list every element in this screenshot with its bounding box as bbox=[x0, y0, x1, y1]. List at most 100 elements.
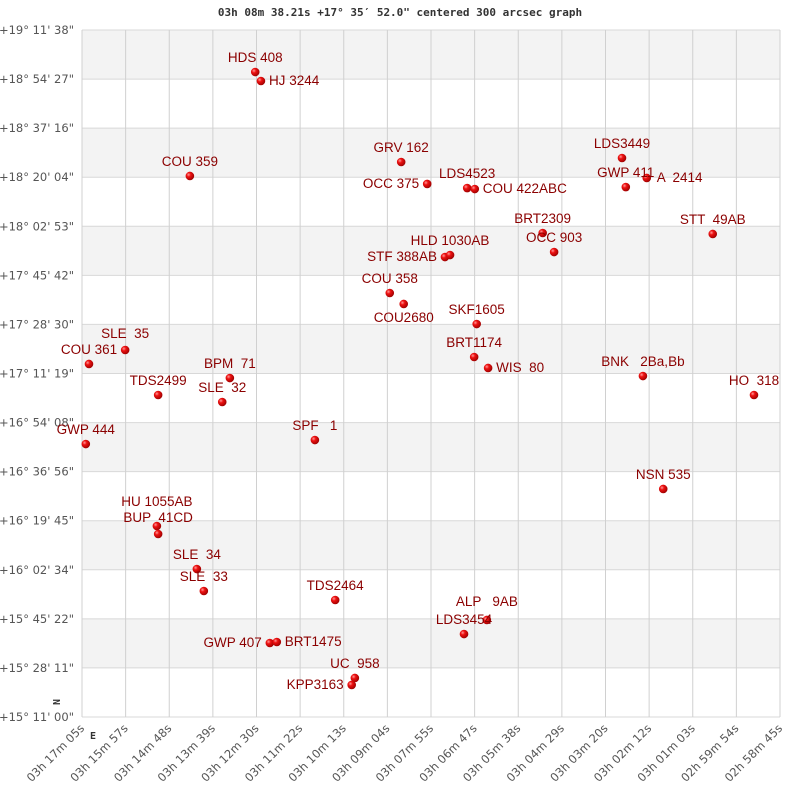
star-label: HO 318 bbox=[729, 373, 779, 388]
star-point[interactable] bbox=[385, 288, 395, 298]
star-point[interactable] bbox=[152, 521, 162, 531]
star-label: SLE 34 bbox=[173, 547, 222, 562]
y-tick-label: +15° 11' 00" bbox=[0, 710, 74, 724]
star-label: SLE 35 bbox=[101, 326, 149, 341]
star-label: BUP 41CD bbox=[123, 510, 193, 525]
y-tick-label: +19° 11' 38" bbox=[0, 23, 74, 37]
star-label: SLE 32 bbox=[198, 380, 246, 395]
y-tick-label: +16° 02' 34" bbox=[0, 563, 74, 577]
star-label: BRT2309 bbox=[514, 211, 571, 226]
star-point[interactable] bbox=[153, 390, 163, 400]
star-point[interactable] bbox=[250, 67, 260, 77]
y-tick-label: +16° 54' 08" bbox=[0, 416, 74, 430]
star-point[interactable] bbox=[638, 371, 648, 381]
star-point[interactable] bbox=[470, 184, 480, 194]
star-label: GWP 444 bbox=[57, 422, 116, 437]
star-label: SPF 1 bbox=[292, 418, 337, 433]
star-label: HJ 3244 bbox=[269, 73, 320, 88]
star-point[interactable] bbox=[256, 76, 266, 86]
star-point[interactable] bbox=[549, 247, 559, 257]
star-label: OCC 903 bbox=[526, 230, 582, 245]
star-point[interactable] bbox=[708, 229, 718, 239]
star-label: COU 422ABC bbox=[483, 181, 567, 196]
star-label: COU 358 bbox=[362, 271, 418, 286]
star-label: GWP 411 bbox=[597, 165, 654, 180]
star-point[interactable] bbox=[185, 171, 195, 181]
star-label: COU 361 bbox=[61, 342, 117, 357]
star-point[interactable] bbox=[153, 529, 163, 539]
star-point[interactable] bbox=[749, 390, 759, 400]
star-label: TDS2499 bbox=[130, 373, 187, 388]
y-tick-label: +18° 02' 53" bbox=[0, 219, 74, 233]
star-point[interactable] bbox=[84, 359, 94, 369]
y-tick-label: +17° 45' 42" bbox=[0, 268, 74, 282]
y-tick-label: +18° 37' 16" bbox=[0, 121, 74, 135]
star-label: GWP 407 bbox=[204, 635, 262, 650]
star-label: COU2680 bbox=[374, 310, 434, 325]
star-point[interactable] bbox=[482, 615, 492, 625]
y-tick-label: +18° 54' 27" bbox=[0, 72, 74, 86]
star-point[interactable] bbox=[347, 680, 356, 690]
star-point[interactable] bbox=[81, 439, 91, 449]
star-label: STT 49AB bbox=[680, 212, 746, 227]
star-point[interactable] bbox=[120, 345, 130, 355]
y-tick-label: +16° 36' 56" bbox=[0, 465, 74, 479]
star-point[interactable] bbox=[462, 183, 472, 193]
star-label: BNK 2Ba,Bb bbox=[601, 354, 684, 369]
star-label: SLE 33 bbox=[180, 569, 228, 584]
y-tick-label: +15° 28' 11" bbox=[0, 661, 74, 675]
star-point[interactable] bbox=[225, 373, 235, 383]
star-label: LDS3449 bbox=[594, 136, 650, 151]
star-label: A 2414 bbox=[657, 170, 703, 185]
star-point[interactable] bbox=[350, 673, 360, 683]
star-label: NSN 535 bbox=[636, 467, 691, 482]
y-tick-label: +17° 28' 30" bbox=[0, 317, 74, 331]
star-point[interactable] bbox=[396, 157, 406, 167]
y-tick-label: +15° 45' 22" bbox=[0, 612, 74, 626]
star-point[interactable] bbox=[422, 179, 432, 189]
star-label: LDS4523 bbox=[439, 166, 495, 181]
star-point[interactable] bbox=[192, 564, 202, 574]
star-point[interactable] bbox=[217, 397, 227, 407]
star-point[interactable] bbox=[642, 173, 652, 183]
star-point[interactable] bbox=[658, 484, 668, 494]
star-point[interactable] bbox=[621, 182, 631, 192]
star-point[interactable] bbox=[399, 299, 409, 309]
star-label: OCC 375 bbox=[363, 176, 419, 191]
star-point[interactable] bbox=[330, 595, 340, 605]
star-label: ALP 9AB bbox=[456, 594, 518, 609]
star-label: WIS 80 bbox=[496, 360, 544, 375]
y-tick-label: +16° 19' 45" bbox=[0, 514, 74, 528]
star-label: KPP3163 bbox=[287, 677, 344, 692]
star-point[interactable] bbox=[617, 153, 627, 163]
star-point[interactable] bbox=[472, 319, 481, 329]
north-marker: N bbox=[52, 699, 63, 705]
y-tick-label: +17° 11' 19" bbox=[0, 367, 74, 381]
star-label: BPM 71 bbox=[204, 356, 256, 371]
star-label: TDS2464 bbox=[307, 578, 365, 593]
star-label: LDS3454 bbox=[436, 612, 493, 627]
star-label: STF 388AB bbox=[367, 249, 437, 264]
chart-title: 03h 08m 38.21s +17° 35′ 52.0" centered 3… bbox=[217, 6, 583, 19]
star-label: UC 958 bbox=[330, 656, 380, 671]
y-tick-label: +18° 20' 04" bbox=[0, 170, 74, 184]
star-label: HDS 408 bbox=[228, 50, 283, 65]
star-point[interactable] bbox=[459, 629, 469, 639]
star-label: HU 1055AB bbox=[121, 494, 192, 509]
star-label: BRT1475 bbox=[285, 634, 342, 649]
star-point[interactable] bbox=[272, 637, 282, 647]
star-point[interactable] bbox=[483, 363, 493, 373]
star-label: SKF1605 bbox=[449, 302, 505, 317]
east-marker: E bbox=[90, 731, 96, 742]
star-point[interactable] bbox=[445, 250, 455, 260]
star-point[interactable] bbox=[310, 435, 320, 445]
star-label: BRT1174 bbox=[446, 335, 502, 350]
star-point[interactable] bbox=[469, 352, 479, 362]
star-point[interactable] bbox=[199, 586, 209, 596]
star-label: HLD 1030AB bbox=[411, 233, 490, 248]
star-point[interactable] bbox=[538, 228, 547, 238]
star-label: GRV 162 bbox=[374, 140, 429, 155]
star-label: COU 359 bbox=[162, 154, 218, 169]
star-point[interactable] bbox=[265, 638, 275, 648]
